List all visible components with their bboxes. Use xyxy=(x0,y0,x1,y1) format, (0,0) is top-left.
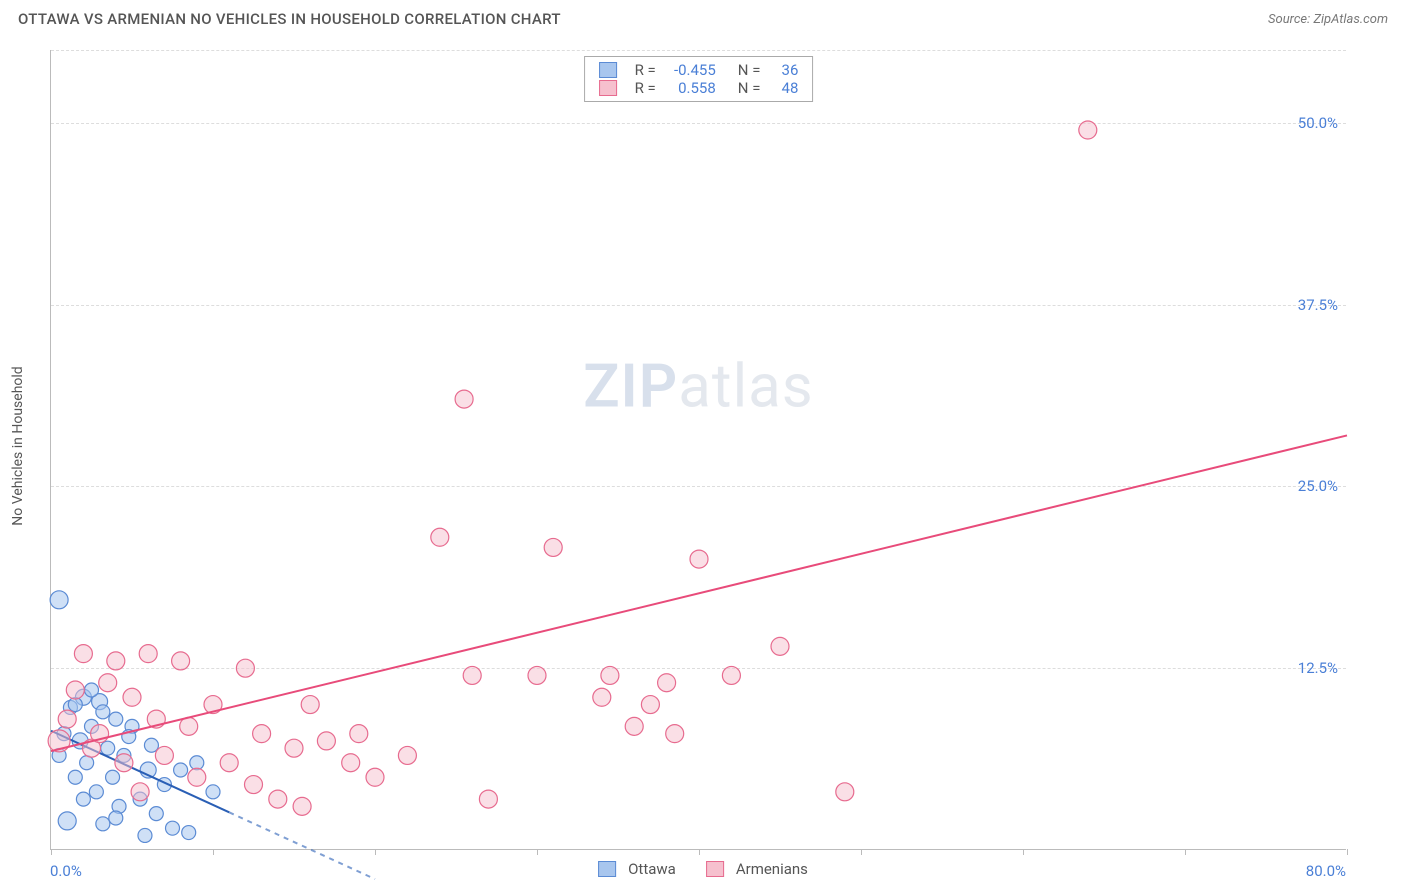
data-point-armenians xyxy=(528,666,546,684)
data-point-ottawa xyxy=(106,770,120,784)
data-point-armenians xyxy=(479,790,497,808)
data-point-ottawa xyxy=(50,591,68,609)
data-point-armenians xyxy=(350,725,368,743)
data-point-armenians xyxy=(771,637,789,655)
data-point-ottawa xyxy=(149,807,163,821)
x-axis-end-label: 80.0% xyxy=(1306,862,1346,880)
data-point-ottawa xyxy=(68,698,82,712)
data-point-ottawa xyxy=(174,763,188,777)
data-point-ottawa xyxy=(138,828,152,842)
swatch-armenians xyxy=(706,861,724,877)
data-point-armenians xyxy=(317,732,335,750)
data-point-armenians xyxy=(58,710,76,728)
data-point-armenians xyxy=(658,674,676,692)
r-value-ottawa: -0.455 xyxy=(664,61,716,79)
r-label: R = xyxy=(635,79,656,97)
data-point-armenians xyxy=(398,746,416,764)
data-point-armenians xyxy=(366,768,384,786)
n-value-ottawa: 36 xyxy=(768,61,798,79)
data-point-ottawa xyxy=(96,705,110,719)
data-point-ottawa xyxy=(80,756,94,770)
data-point-armenians xyxy=(285,739,303,757)
data-point-ottawa xyxy=(68,770,82,784)
data-point-armenians xyxy=(431,528,449,546)
data-point-armenians xyxy=(455,390,473,408)
scatter-plot-svg xyxy=(51,50,1346,849)
data-point-armenians xyxy=(601,666,619,684)
data-point-armenians xyxy=(722,666,740,684)
regression-line-armenians xyxy=(51,435,1347,751)
data-point-armenians xyxy=(253,725,271,743)
data-point-armenians xyxy=(139,645,157,663)
data-point-armenians xyxy=(236,659,254,677)
data-point-armenians xyxy=(690,550,708,568)
stats-legend: R = -0.455 N = 36 R = 0.558 N = 48 xyxy=(584,56,814,102)
data-point-ottawa xyxy=(58,812,76,830)
data-point-armenians xyxy=(269,790,287,808)
r-value-armenians: 0.558 xyxy=(664,79,716,97)
data-point-armenians xyxy=(155,746,173,764)
legend-item-ottawa: Ottawa xyxy=(598,860,676,878)
n-label: N = xyxy=(738,79,761,97)
series-legend: Ottawa Armenians xyxy=(598,860,808,878)
data-point-armenians xyxy=(172,652,190,670)
data-point-ottawa xyxy=(182,826,196,840)
data-point-armenians xyxy=(123,688,141,706)
data-point-armenians xyxy=(641,696,659,714)
plot-area: ZIPatlas 12.5%25.0%37.5%50.0% R =-0.455N… xyxy=(50,50,1346,850)
swatch-ottawa xyxy=(599,62,617,78)
chart-title: OTTAWA VS ARMENIAN NO VEHICLES IN HOUSEH… xyxy=(18,10,561,28)
data-point-armenians xyxy=(66,681,84,699)
data-point-ottawa xyxy=(85,683,99,697)
data-point-ottawa xyxy=(166,821,180,835)
data-point-ottawa xyxy=(190,756,204,770)
source-attribution: Source: ZipAtlas.com xyxy=(1268,12,1388,27)
data-point-armenians xyxy=(836,783,854,801)
data-point-armenians xyxy=(666,725,684,743)
legend-label-armenians: Armenians xyxy=(736,860,808,878)
data-point-armenians xyxy=(115,754,133,772)
data-point-ottawa xyxy=(109,712,123,726)
data-point-ottawa xyxy=(109,811,123,825)
data-point-armenians xyxy=(188,768,206,786)
data-point-ottawa xyxy=(206,785,220,799)
y-axis-label: No Vehicles in Household xyxy=(10,366,26,525)
swatch-armenians xyxy=(599,80,617,96)
data-point-armenians xyxy=(220,754,238,772)
data-point-ottawa xyxy=(144,738,158,752)
data-point-armenians xyxy=(544,538,562,556)
legend-item-armenians: Armenians xyxy=(706,860,808,878)
data-point-armenians xyxy=(245,776,263,794)
n-value-armenians: 48 xyxy=(768,79,798,97)
data-point-armenians xyxy=(593,688,611,706)
n-label: N = xyxy=(738,61,761,79)
data-point-ottawa xyxy=(89,785,103,799)
data-point-ottawa xyxy=(96,817,110,831)
data-point-ottawa xyxy=(76,792,90,806)
data-point-armenians xyxy=(463,666,481,684)
data-point-armenians xyxy=(625,717,643,735)
data-point-armenians xyxy=(131,783,149,801)
data-point-ottawa xyxy=(101,741,115,755)
data-point-armenians xyxy=(1079,121,1097,139)
data-point-armenians xyxy=(301,696,319,714)
data-point-armenians xyxy=(293,797,311,815)
data-point-armenians xyxy=(99,674,117,692)
stats-row-armenians: R = 0.558 N = 48 xyxy=(599,79,799,97)
data-point-armenians xyxy=(107,652,125,670)
legend-label-ottawa: Ottawa xyxy=(628,860,676,878)
r-label: R = xyxy=(635,61,656,79)
x-axis-start-label: 0.0% xyxy=(50,862,82,880)
regression-line-ottawa-extrapolated xyxy=(229,812,375,879)
data-point-armenians xyxy=(342,754,360,772)
data-point-armenians xyxy=(74,645,92,663)
swatch-ottawa xyxy=(598,861,616,877)
stats-row-ottawa: R = -0.455 N = 36 xyxy=(599,61,799,79)
